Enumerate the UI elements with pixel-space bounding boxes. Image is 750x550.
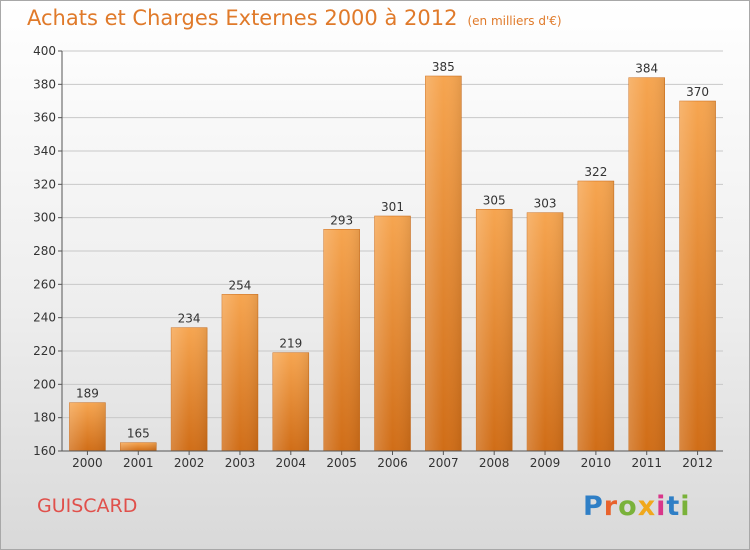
bar-value-label: 219 [279, 337, 302, 351]
bar-shine [272, 352, 309, 451]
bar-shine [476, 209, 513, 451]
logo-letter: t [666, 491, 681, 522]
y-tick-label: 380 [33, 77, 56, 91]
bars [69, 75, 716, 452]
proxiti-logo: Proxiti [583, 491, 691, 522]
logo-letter: x [637, 491, 657, 522]
bar-shine [425, 76, 462, 451]
bar-shine [527, 212, 564, 451]
bar-value-label: 305 [483, 193, 506, 207]
bar-value-label: 322 [584, 165, 607, 179]
logo-letter: o [618, 491, 638, 522]
bar-value-label: 189 [76, 387, 99, 401]
y-tick-label: 160 [33, 444, 56, 458]
x-tick-label: 2000 [72, 456, 103, 470]
bar-value-label: 254 [229, 278, 252, 292]
y-tick-label: 400 [33, 44, 56, 58]
y-tick-label: 200 [33, 377, 56, 391]
bar-shine [120, 442, 157, 451]
y-tick-label: 220 [33, 344, 56, 358]
bar-shine [171, 327, 208, 451]
y-tick-label: 320 [33, 177, 56, 191]
bar-shine [374, 216, 411, 451]
bar-shine [679, 101, 716, 451]
x-tick-label: 2005 [326, 456, 357, 470]
y-tick-label: 360 [33, 111, 56, 125]
axes [58, 50, 723, 455]
y-tick-label: 280 [33, 244, 56, 258]
x-tick-label: 2010 [581, 456, 612, 470]
y-tick-label: 180 [33, 411, 56, 425]
logo-letter: r [603, 491, 619, 522]
logo-letter: P [583, 491, 604, 522]
bar-shine [628, 77, 665, 452]
chart-title-text: Achats et Charges Externes 2000 à 2012 [27, 6, 458, 30]
y-tick-label: 240 [33, 311, 56, 325]
x-tick-label: 2009 [530, 456, 561, 470]
x-tick-label: 2008 [479, 456, 510, 470]
commune-name: GUISCARD [37, 495, 138, 517]
bar-shine [69, 402, 106, 451]
bar-value-label: 234 [178, 312, 201, 326]
bar-value-label: 385 [432, 60, 455, 74]
bar-value-label: 301 [381, 200, 404, 214]
bar-shine [577, 181, 614, 451]
bar-value-label: 165 [127, 427, 150, 441]
chart-unit: (en milliers d'€) [467, 14, 562, 28]
logo-letter: i [656, 491, 667, 522]
bar-value-label: 303 [534, 197, 557, 211]
chart-title: Achats et Charges Externes 2000 à 2012 (e… [27, 6, 562, 30]
x-tick-label: 2007 [428, 456, 459, 470]
x-tick-label: 2003 [225, 456, 256, 470]
x-tick-label: 2011 [631, 456, 662, 470]
bar-value-label: 370 [686, 85, 709, 99]
x-tick-label: 2012 [682, 456, 713, 470]
y-tick-label: 260 [33, 277, 56, 291]
y-tick-label: 300 [33, 211, 56, 225]
x-tick-label: 2001 [123, 456, 154, 470]
x-tick-label: 2006 [377, 456, 408, 470]
bar-shine [323, 229, 360, 451]
y-tick-label: 340 [33, 144, 56, 158]
x-tick-label: 2002 [174, 456, 205, 470]
bar-shine [221, 294, 258, 451]
bar-value-label: 384 [635, 62, 658, 76]
logo-letter: i [680, 491, 691, 522]
labels: 160 180 200 220 240 260 280 300 320 340 360 380 400 1… [33, 44, 713, 470]
x-tick-label: 2004 [276, 456, 307, 470]
bar-value-label: 293 [330, 213, 353, 227]
